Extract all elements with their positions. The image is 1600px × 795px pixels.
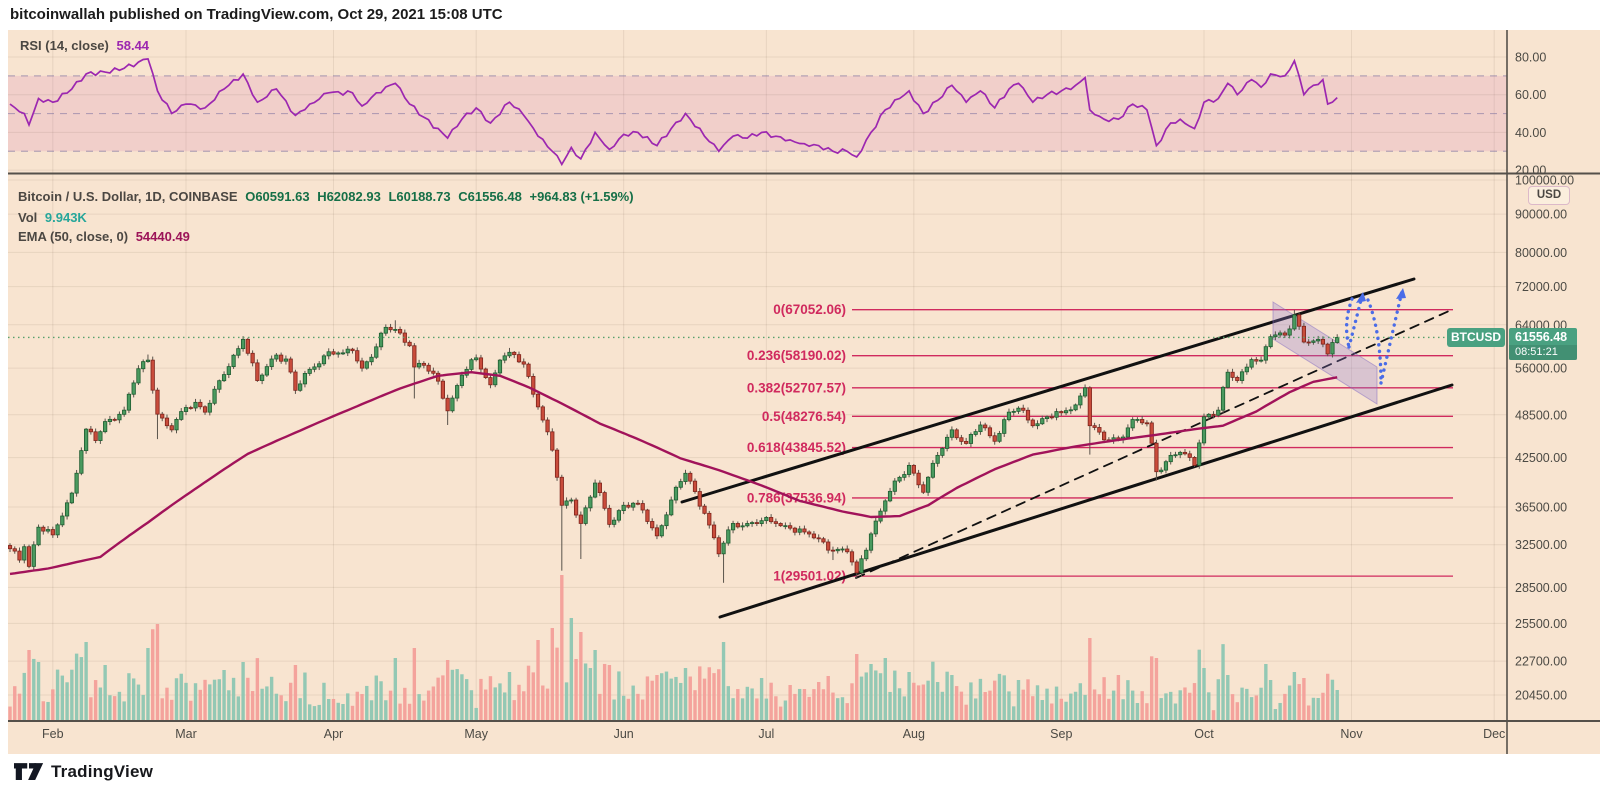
time-axis[interactable]: Feb Mar Apr May Jun Jul Aug Sep Oct Nov Dec xyxy=(42,727,1505,741)
volume-value: 9.943K xyxy=(44,210,87,225)
channel-upper xyxy=(680,277,1416,504)
last-price-value: 61556.48 xyxy=(1515,330,1568,344)
fib-label: 0.786(37536.94) xyxy=(747,490,846,505)
channel-lower xyxy=(718,383,1454,619)
fib-label: 0.236(58190.02) xyxy=(747,348,846,363)
ohlc-close: C61556.48 xyxy=(458,189,522,204)
symbol-price-pill: BTCUSD xyxy=(1447,328,1505,347)
rsi-label: RSI (14, close) xyxy=(20,38,109,53)
price-tick: 56000.00 xyxy=(1515,362,1567,376)
rsi-legend[interactable]: RSI (14, close) 58.44 xyxy=(20,38,153,53)
channel-mid xyxy=(855,310,1450,579)
price-tick: 22700.00 xyxy=(1515,655,1567,669)
month-label: Sep xyxy=(1050,727,1072,741)
month-label: Apr xyxy=(324,727,343,741)
volume-legend[interactable]: Vol 9.943K xyxy=(18,210,91,225)
currency-chip[interactable]: USD xyxy=(1528,186,1570,205)
month-label: Nov xyxy=(1340,727,1363,741)
price-tick: 80000.00 xyxy=(1515,246,1567,260)
rsi-value: 58.44 xyxy=(116,38,150,53)
rsi-tick: 80.00 xyxy=(1515,51,1546,65)
ema-line xyxy=(9,371,1338,576)
price-tick: 28500.00 xyxy=(1515,581,1567,595)
rsi-pane[interactable] xyxy=(8,56,1507,171)
month-label: Aug xyxy=(903,727,925,741)
price-tick: 72000.00 xyxy=(1515,280,1567,294)
tradingview-logo-icon xyxy=(14,763,44,780)
rsi-line xyxy=(9,57,1338,167)
price-tick: 90000.00 xyxy=(1515,208,1567,222)
ohlc-open: O60591.63 xyxy=(245,189,310,204)
price-tick: 32500.00 xyxy=(1515,538,1567,552)
ema-value: 54440.49 xyxy=(135,229,190,244)
ohlc-change: +964.83 (+1.59%) xyxy=(529,189,634,204)
fib-label: 0.382(52707.57) xyxy=(747,380,846,395)
month-label: Jul xyxy=(758,727,774,741)
rsi-tick: 40.00 xyxy=(1515,126,1546,140)
tradingview-footer[interactable]: TradingView xyxy=(14,762,153,782)
fib-label: 0.5(48276.54) xyxy=(762,409,846,424)
rsi-tick: 60.00 xyxy=(1515,88,1546,102)
volume-label: Vol xyxy=(18,210,38,225)
price-axis[interactable]: 100000.0090000.0080000.0072000.0064000.0… xyxy=(1515,51,1574,703)
last-price-box: 61556.48 08:51:21 xyxy=(1509,328,1577,360)
candle-countdown: 08:51:21 xyxy=(1509,345,1577,360)
fib-label: 1(29501.02) xyxy=(773,569,846,584)
month-label: Feb xyxy=(42,727,64,741)
fib-retracement[interactable]: 0(67052.06) 0.236(58190.02) 0.382(52707.57… xyxy=(747,302,1453,584)
price-pane[interactable]: 0(67052.06) 0.236(58190.02) 0.382(52707.57… xyxy=(8,277,1454,720)
volume-bars xyxy=(8,575,1339,720)
month-label: Oct xyxy=(1194,727,1214,741)
bounce-arrows[interactable] xyxy=(1344,288,1406,385)
price-tick: 42500.00 xyxy=(1515,451,1567,465)
month-label: Dec xyxy=(1483,727,1505,741)
price-tick: 20450.00 xyxy=(1515,689,1567,703)
ema-label: EMA (50, close, 0) xyxy=(18,229,129,244)
price-tick: 48500.00 xyxy=(1515,408,1567,422)
published-header: bitcoinwallah published on TradingView.c… xyxy=(10,6,503,23)
ohlc-low: L60188.73 xyxy=(388,189,451,204)
symbol-legend[interactable]: Bitcoin / U.S. Dollar, 1D, COINBASE O605… xyxy=(18,189,638,204)
price-tick: 100000.00 xyxy=(1515,173,1574,187)
month-label: Mar xyxy=(175,727,197,741)
symbol-title: Bitcoin / U.S. Dollar, 1D, COINBASE xyxy=(18,189,238,204)
ema-legend[interactable]: EMA (50, close, 0) 54440.49 xyxy=(18,229,194,244)
month-label: May xyxy=(464,727,488,741)
month-label: Jun xyxy=(614,727,634,741)
fib-label: 0(67052.06) xyxy=(773,302,846,317)
price-tick: 25500.00 xyxy=(1515,617,1567,631)
tradingview-brand-text: TradingView xyxy=(51,762,154,781)
fib-label: 0.618(43845.52) xyxy=(747,440,846,455)
ohlc-high: H62082.93 xyxy=(317,189,381,204)
price-tick: 36500.00 xyxy=(1515,501,1567,515)
rsi-tick: 20.00 xyxy=(1515,164,1546,178)
